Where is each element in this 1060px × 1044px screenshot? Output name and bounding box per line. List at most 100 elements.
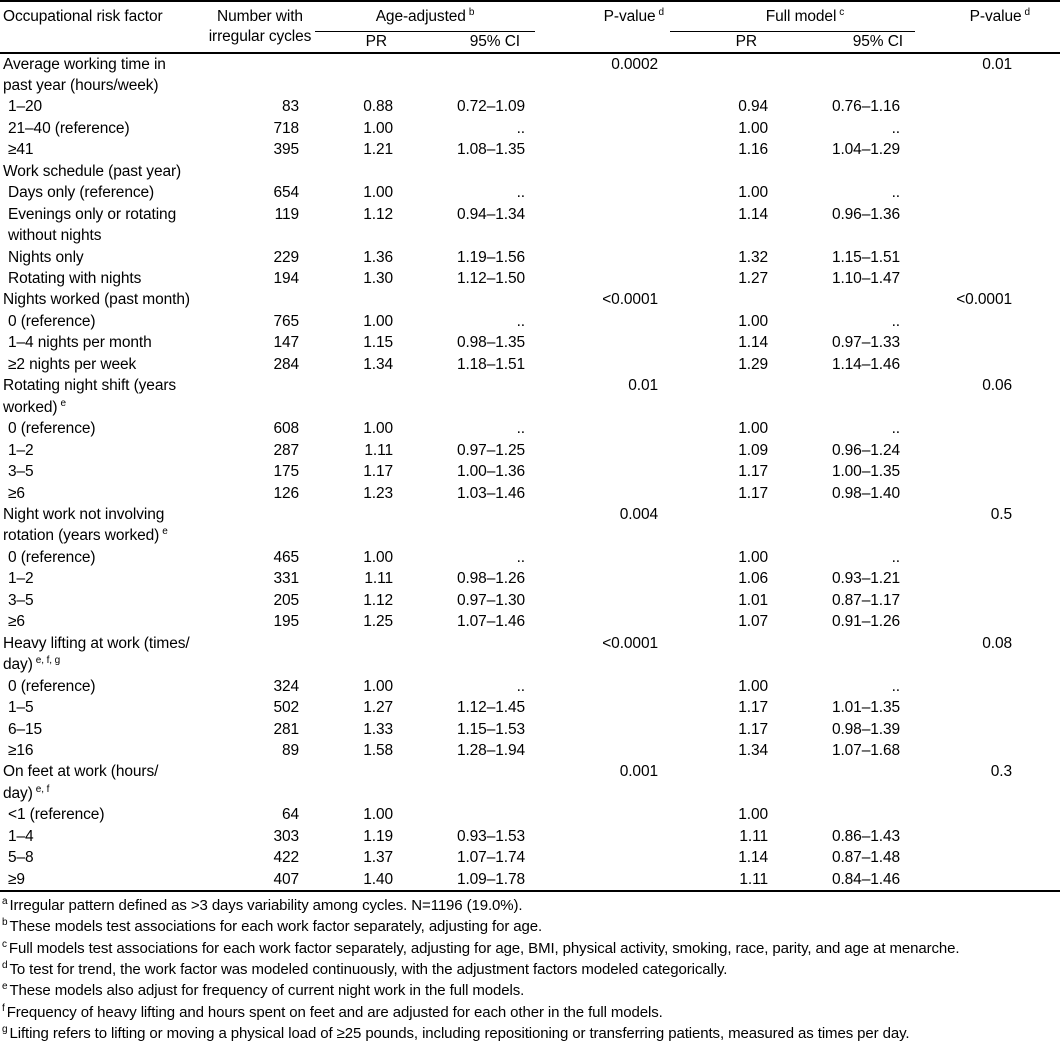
cell-pvalue-full-empty [915, 590, 1060, 611]
cell-pvalue-full-empty [915, 247, 1060, 268]
cell-pr-full: 1.09 [738, 441, 768, 459]
cell-pvalue-age-empty [535, 139, 670, 160]
cell-ci-age [400, 804, 535, 825]
cell-n: 64 [281, 806, 299, 824]
full-model-label: Full model [765, 8, 837, 25]
col-header-pr-age: PR [365, 32, 387, 50]
cell-pvalue-age-empty [535, 568, 670, 589]
table-row: 1–20 83 0.88 0.72–1.09 0.94 0.76–1.16 [0, 96, 1060, 117]
cell-ci-age-empty [400, 633, 535, 676]
row-label-cell: ≥2 nights per week [0, 354, 205, 375]
cell-pvalue-trend-age: <0.0001 [602, 634, 658, 652]
table-row: Evenings only or rotating without nights… [0, 204, 1060, 247]
cell-pvalue-age-empty [535, 869, 670, 890]
cell-ci-age: .. [516, 184, 526, 202]
cell-ci-age: 1.19–1.56 [456, 248, 525, 266]
footnotes-block: a Irregular pattern defined as >3 days va… [0, 890, 1060, 1044]
cell-pr-age-empty [315, 53, 400, 97]
cell-pr-full-empty [670, 161, 780, 182]
cell-pr-full-empty [670, 761, 780, 804]
pvalue-footnote-marker: d [658, 6, 665, 18]
cell-ci-age: 0.98–1.26 [456, 570, 525, 588]
cell-pvalue-age-empty [535, 483, 670, 504]
footnote-text: These models test associations for each … [9, 918, 543, 936]
cell-pvalue-trend-age: 0.0002 [611, 55, 658, 73]
cell-pr-full: 1.17 [738, 699, 768, 717]
footnote-line: g Lifting refers to lifting or moving a p… [0, 1023, 1060, 1044]
cell-pvalue-full-empty [915, 332, 1060, 353]
cell-pr-full: 1.00 [738, 312, 768, 330]
cell-pr-full: 1.00 [738, 420, 768, 438]
table-row: 1–5 502 1.27 1.12–1.45 1.17 1.01–1.35 [0, 697, 1060, 718]
row-label: Evenings only or rotating without nights [8, 205, 177, 245]
row-label: 1–4 nights per month [8, 334, 152, 352]
cell-pvalue-full-empty [915, 461, 1060, 482]
cell-ci-age: 1.00–1.36 [456, 463, 525, 481]
cell-ci-full-empty [780, 761, 915, 804]
table-row: 0 (reference) 765 1.00.. 1.00.. [0, 311, 1060, 332]
section-label: Heavy lifting at work (times/ day) [3, 634, 190, 674]
table-row: ≥9 407 1.40 1.09–1.78 1.11 0.84–1.46 [0, 869, 1060, 890]
cell-n-empty [205, 504, 315, 547]
cell-n: 765 [273, 312, 299, 330]
cell-pr-full: 1.00 [738, 548, 768, 566]
cell-pvalue-full-empty [915, 740, 1060, 761]
cell-pr-age: 1.00 [363, 548, 393, 566]
section-header-row: Rotating night shift (years worked) e 0.01… [0, 375, 1060, 418]
row-label-cell: Rotating with nights [0, 268, 205, 289]
row-label: 0 (reference) [8, 420, 96, 438]
table-row: 1–2 287 1.11 0.97–1.25 1.09 0.96–1.24 [0, 440, 1060, 461]
row-label: 6–15 [8, 720, 43, 738]
cell-pr-full-empty [670, 375, 780, 418]
cell-n: 422 [273, 849, 299, 867]
cell-ci-age: 0.97–1.30 [456, 591, 525, 609]
results-table: Occupational risk factor Number with irr… [0, 0, 1060, 891]
cell-ci-age: 1.28–1.94 [456, 742, 525, 759]
row-label-cell: 6–15 [0, 719, 205, 740]
col-group-age-adjusted: Age-adjusted b [315, 1, 535, 32]
cell-pr-age: 1.12 [363, 591, 393, 609]
cell-pvalue-full-empty [915, 311, 1060, 332]
table-row: ≥16 89 1.58 1.28–1.94 1.34 1.07–1.68 [0, 740, 1060, 761]
cell-ci-full: 0.84–1.46 [831, 870, 900, 888]
cell-n-empty [205, 761, 315, 804]
cell-n-empty [205, 633, 315, 676]
cell-pvalue-age-empty [535, 740, 670, 761]
cell-pr-age-empty [315, 375, 400, 418]
cell-ci-full-empty [780, 375, 915, 418]
cell-pvalue-age-empty [535, 547, 670, 568]
table-body: Average working time in past year (hours… [0, 53, 1060, 891]
cell-pr-age: 1.30 [363, 270, 393, 288]
header-row-subcolumns: PR 95% CI PR 95% CI [0, 31, 1060, 53]
cell-ci-full: 0.76–1.16 [831, 98, 900, 116]
cell-pvalue-age-empty [535, 96, 670, 117]
row-label-cell: 1–20 [0, 96, 205, 117]
pvalue-footnote-marker: d [1024, 6, 1031, 18]
cell-n: 287 [273, 441, 299, 459]
pvalue-label: P-value [969, 8, 1022, 25]
footnote-line: f Frequency of heavy lifting and hours sp… [0, 1002, 1060, 1023]
cell-pr-full: 1.06 [738, 570, 768, 588]
row-label-cell: <1 (reference) [0, 804, 205, 825]
cell-ci-age: 0.93–1.53 [456, 827, 525, 845]
pvalue-label: P-value [603, 8, 656, 25]
cell-ci-age: .. [516, 312, 526, 330]
footnote-text: Frequency of heavy lifting and hours spe… [6, 1003, 663, 1021]
cell-pr-full: 1.14 [738, 205, 768, 223]
cell-ci-age-empty [400, 761, 535, 804]
cell-ci-age: 1.18–1.51 [456, 355, 525, 373]
table-row: 21–40 (reference) 718 1.00.. 1.00.. [0, 118, 1060, 139]
cell-pr-age: 1.27 [363, 699, 393, 717]
footnote-line: e These models also adjust for frequency … [0, 980, 1060, 1001]
cell-pr-full: 1.32 [738, 248, 768, 266]
cell-n: 89 [281, 742, 299, 759]
row-label-cell: Nights only [0, 247, 205, 268]
cell-pvalue-full-empty [915, 440, 1060, 461]
row-label-cell: 1–2 [0, 440, 205, 461]
footnote-marker: e [2, 981, 8, 993]
cell-pr-full: 1.14 [738, 849, 768, 867]
row-label: Nights only [8, 248, 84, 266]
cell-pr-age: 1.15 [363, 334, 393, 352]
cell-pr-age: 1.21 [363, 141, 393, 159]
cell-pvalue-trend-age: 0.004 [619, 506, 658, 524]
